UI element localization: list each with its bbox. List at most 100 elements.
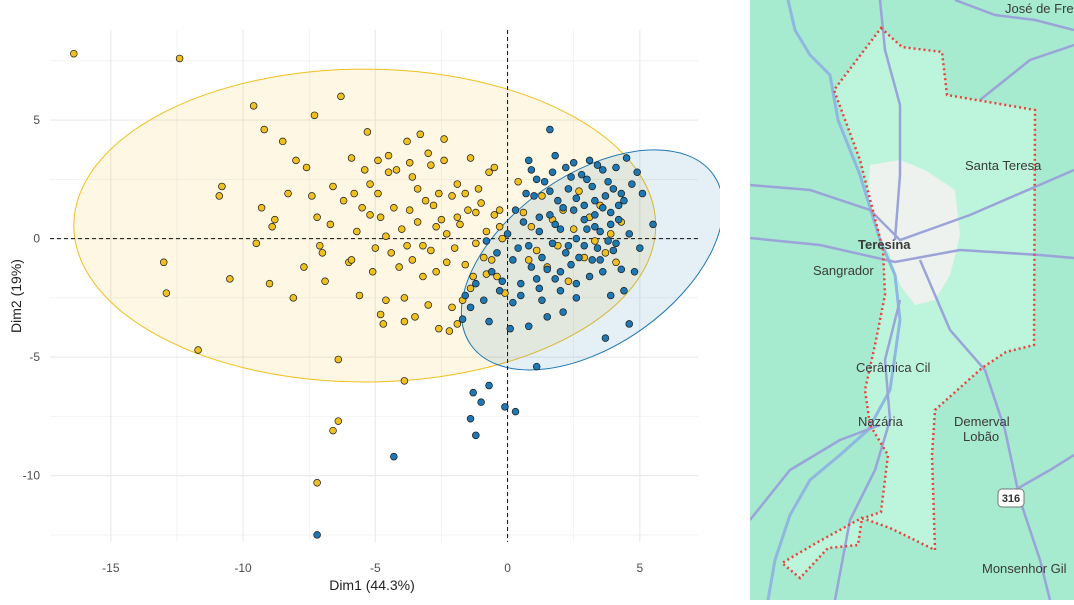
data-point-group-2 bbox=[532, 175, 541, 184]
data-point-group-2 bbox=[559, 308, 567, 316]
municipality-area bbox=[782, 28, 1035, 578]
data-point-group-1 bbox=[337, 92, 345, 101]
data-point-group-1 bbox=[353, 227, 361, 236]
map-label-top-town[interactable]: José de Fre bbox=[1005, 1, 1074, 16]
pca-biplot-panel: -15 -10 -5 0 5 -10 -5 0 5 Dim1 (44.3%) Dim2 (19%… bbox=[8, 30, 724, 593]
data-point-group-2 bbox=[509, 256, 517, 264]
x-tick-label: -5 bbox=[370, 561, 381, 575]
data-point-group-1 bbox=[435, 324, 443, 333]
data-point-group-1 bbox=[448, 192, 456, 200]
data-point-group-1 bbox=[411, 313, 419, 321]
data-point-group-2 bbox=[538, 296, 546, 304]
data-point-group-2 bbox=[554, 196, 562, 205]
data-point-group-1 bbox=[384, 168, 393, 176]
data-point-group-2 bbox=[601, 192, 610, 200]
data-point-group-1 bbox=[490, 211, 499, 219]
data-point-group-2 bbox=[527, 263, 536, 271]
data-point-group-2 bbox=[527, 166, 536, 174]
data-point-group-1 bbox=[408, 256, 417, 264]
data-point-group-2 bbox=[614, 201, 623, 210]
data-point-group-2 bbox=[538, 253, 546, 262]
data-point-group-1 bbox=[514, 177, 522, 186]
data-point-group-1 bbox=[413, 185, 422, 193]
data-point-group-1 bbox=[424, 301, 432, 309]
data-point-group-2 bbox=[567, 173, 575, 181]
y-tick-label: -5 bbox=[29, 350, 40, 364]
data-point-group-1 bbox=[606, 230, 615, 238]
data-point-group-2 bbox=[593, 161, 602, 169]
data-point-group-2 bbox=[517, 291, 525, 300]
map-label-santa-teresa[interactable]: Santa Teresa bbox=[965, 158, 1042, 173]
data-point-group-1 bbox=[329, 426, 337, 435]
data-point-group-1 bbox=[448, 303, 456, 312]
data-point-group-2 bbox=[562, 163, 570, 172]
data-point-group-1 bbox=[350, 189, 358, 198]
x-axis-label: Dim1 (44.3%) bbox=[329, 577, 415, 593]
data-point-group-2 bbox=[625, 230, 633, 238]
data-point-group-2 bbox=[580, 201, 589, 210]
data-point-group-1 bbox=[440, 156, 448, 165]
data-point-group-1 bbox=[403, 241, 411, 250]
data-point-group-1 bbox=[382, 296, 390, 304]
data-point-group-2 bbox=[577, 170, 586, 179]
data-point-group-2 bbox=[625, 320, 633, 328]
data-point-group-1 bbox=[260, 125, 268, 134]
data-point-group-1 bbox=[453, 180, 462, 188]
data-point-group-1 bbox=[347, 256, 356, 264]
data-point-group-2 bbox=[599, 166, 607, 174]
data-point-group-2 bbox=[390, 452, 398, 461]
data-point-group-2 bbox=[604, 177, 612, 186]
data-point-group-2 bbox=[612, 163, 620, 172]
map-label-sangrador[interactable]: Sangrador bbox=[813, 263, 874, 278]
data-point-group-2 bbox=[596, 256, 604, 264]
data-point-group-1 bbox=[432, 268, 440, 276]
data-point-group-1 bbox=[400, 317, 409, 326]
data-point-group-2 bbox=[466, 303, 475, 312]
map-label-ceramica-cil[interactable]: Cerâmica Cil bbox=[856, 360, 931, 375]
data-point-group-2 bbox=[477, 398, 485, 406]
data-point-group-1 bbox=[490, 163, 499, 172]
map-canvas[interactable]: 316 José de Fre Santa Teresa Teresina Sa… bbox=[750, 0, 1074, 600]
river bbox=[766, 0, 902, 600]
data-point-group-1 bbox=[292, 156, 300, 165]
data-point-group-1 bbox=[376, 213, 385, 222]
data-point-group-2 bbox=[466, 414, 475, 423]
y-tick-label: -10 bbox=[23, 469, 41, 483]
map-panel[interactable]: 316 José de Fre Santa Teresa Teresina Sa… bbox=[750, 0, 1074, 600]
data-point-group-2 bbox=[511, 407, 520, 416]
data-point-group-2 bbox=[524, 156, 533, 165]
data-point-group-2 bbox=[601, 334, 610, 342]
data-point-group-2 bbox=[524, 241, 533, 250]
data-point-group-1 bbox=[493, 272, 501, 281]
data-point-group-1 bbox=[366, 211, 374, 219]
data-point-group-1 bbox=[456, 220, 464, 229]
data-point-group-2 bbox=[493, 249, 501, 257]
data-point-group-1 bbox=[374, 156, 382, 165]
data-point-group-2 bbox=[532, 362, 541, 371]
data-point-group-1 bbox=[175, 54, 184, 63]
data-point-group-1 bbox=[366, 180, 374, 188]
data-point-group-1 bbox=[316, 241, 324, 250]
map-label-monsenhor-gil[interactable]: Monsenhor Gil bbox=[982, 561, 1067, 576]
map-label-nazaria[interactable]: Nazária bbox=[858, 414, 904, 429]
data-point-group-1 bbox=[461, 260, 469, 269]
data-point-group-2 bbox=[599, 204, 607, 212]
map-label-lobao[interactable]: Lobão bbox=[963, 429, 999, 444]
data-point-group-1 bbox=[382, 232, 390, 240]
data-point-group-1 bbox=[194, 346, 202, 354]
data-point-group-1 bbox=[265, 279, 274, 288]
data-point-group-2 bbox=[599, 268, 607, 276]
data-point-group-1 bbox=[472, 239, 480, 248]
data-point-group-2 bbox=[551, 220, 559, 229]
data-point-group-2 bbox=[580, 241, 589, 250]
data-point-group-2 bbox=[572, 294, 581, 302]
data-point-group-1 bbox=[215, 192, 224, 200]
data-point-group-1 bbox=[284, 189, 292, 198]
map-label-demerval[interactable]: Demerval bbox=[954, 414, 1010, 429]
data-point-group-1 bbox=[405, 206, 414, 214]
data-point-group-1 bbox=[313, 478, 321, 487]
data-point-group-1 bbox=[257, 204, 266, 212]
data-point-group-2 bbox=[546, 211, 554, 219]
data-point-group-2 bbox=[620, 286, 628, 295]
map-label-teresina[interactable]: Teresina bbox=[858, 237, 911, 252]
